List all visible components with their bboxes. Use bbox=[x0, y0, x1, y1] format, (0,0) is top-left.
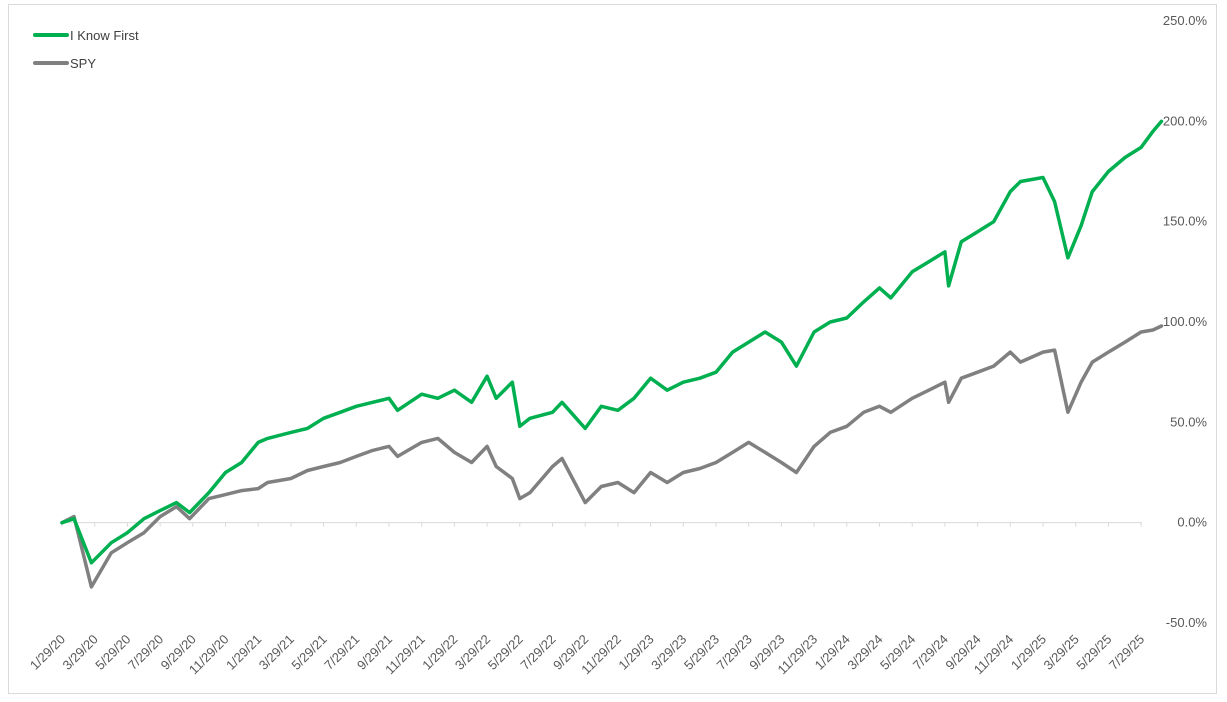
x-tick-label: 1/29/20 bbox=[27, 632, 68, 673]
x-tick-label: 7/29/21 bbox=[321, 632, 362, 673]
y-tick-label: 150.0% bbox=[1163, 214, 1208, 229]
series-layer bbox=[60, 119, 1164, 589]
x-tick-label: 1/29/25 bbox=[1008, 632, 1049, 673]
y-axis: 250.0% 200.0% 150.0% 100.0% 50.0% 0.0% -50.0% bbox=[1163, 13, 1208, 630]
x-tick-label: 7/29/20 bbox=[125, 632, 166, 673]
y-tick-label: 0.0% bbox=[1177, 515, 1207, 530]
x-tick-label: 5/29/21 bbox=[288, 632, 329, 673]
chart-frame bbox=[8, 4, 1217, 694]
y-tick-label: 250.0% bbox=[1163, 13, 1208, 28]
x-tick-label: 1/29/24 bbox=[812, 632, 853, 673]
x-tick-label: 5/29/20 bbox=[92, 632, 133, 673]
x-tick-label: 7/29/25 bbox=[1106, 632, 1147, 673]
y-tick-label: 100.0% bbox=[1163, 314, 1208, 329]
x-tick-label: 7/29/24 bbox=[910, 632, 951, 673]
x-tick-label: 7/29/22 bbox=[517, 632, 558, 673]
legend-label: SPY bbox=[70, 56, 96, 71]
y-tick-label: -50.0% bbox=[1166, 615, 1208, 630]
series-line-spy bbox=[60, 324, 1164, 589]
x-tick-label: 5/29/24 bbox=[877, 632, 918, 673]
x-tick-label: 1/29/21 bbox=[223, 632, 264, 673]
y-tick-label: 200.0% bbox=[1163, 113, 1208, 128]
legend: I Know First SPY bbox=[33, 28, 139, 71]
x-tick-label: 7/29/23 bbox=[714, 632, 755, 673]
series-line-i-know-first bbox=[60, 119, 1164, 565]
x-axis: 1/29/203/29/205/29/207/29/209/29/2011/29… bbox=[27, 522, 1147, 677]
x-tick-label: 5/29/22 bbox=[485, 632, 526, 673]
x-tick-label: 5/29/23 bbox=[681, 632, 722, 673]
x-tick-label: 5/29/25 bbox=[1073, 632, 1114, 673]
x-tick-label: 3/29/24 bbox=[844, 632, 885, 673]
x-tick-label: 3/29/22 bbox=[452, 632, 493, 673]
x-tick-label: 3/29/20 bbox=[60, 632, 101, 673]
x-tick-label: 3/29/25 bbox=[1041, 632, 1082, 673]
y-tick-label: 50.0% bbox=[1170, 414, 1207, 429]
x-tick-label: 1/29/23 bbox=[615, 632, 656, 673]
x-tick-label: 3/29/21 bbox=[256, 632, 297, 673]
legend-label: I Know First bbox=[70, 28, 139, 43]
x-tick-label: 3/29/23 bbox=[648, 632, 689, 673]
x-tick-label: 1/29/22 bbox=[419, 632, 460, 673]
